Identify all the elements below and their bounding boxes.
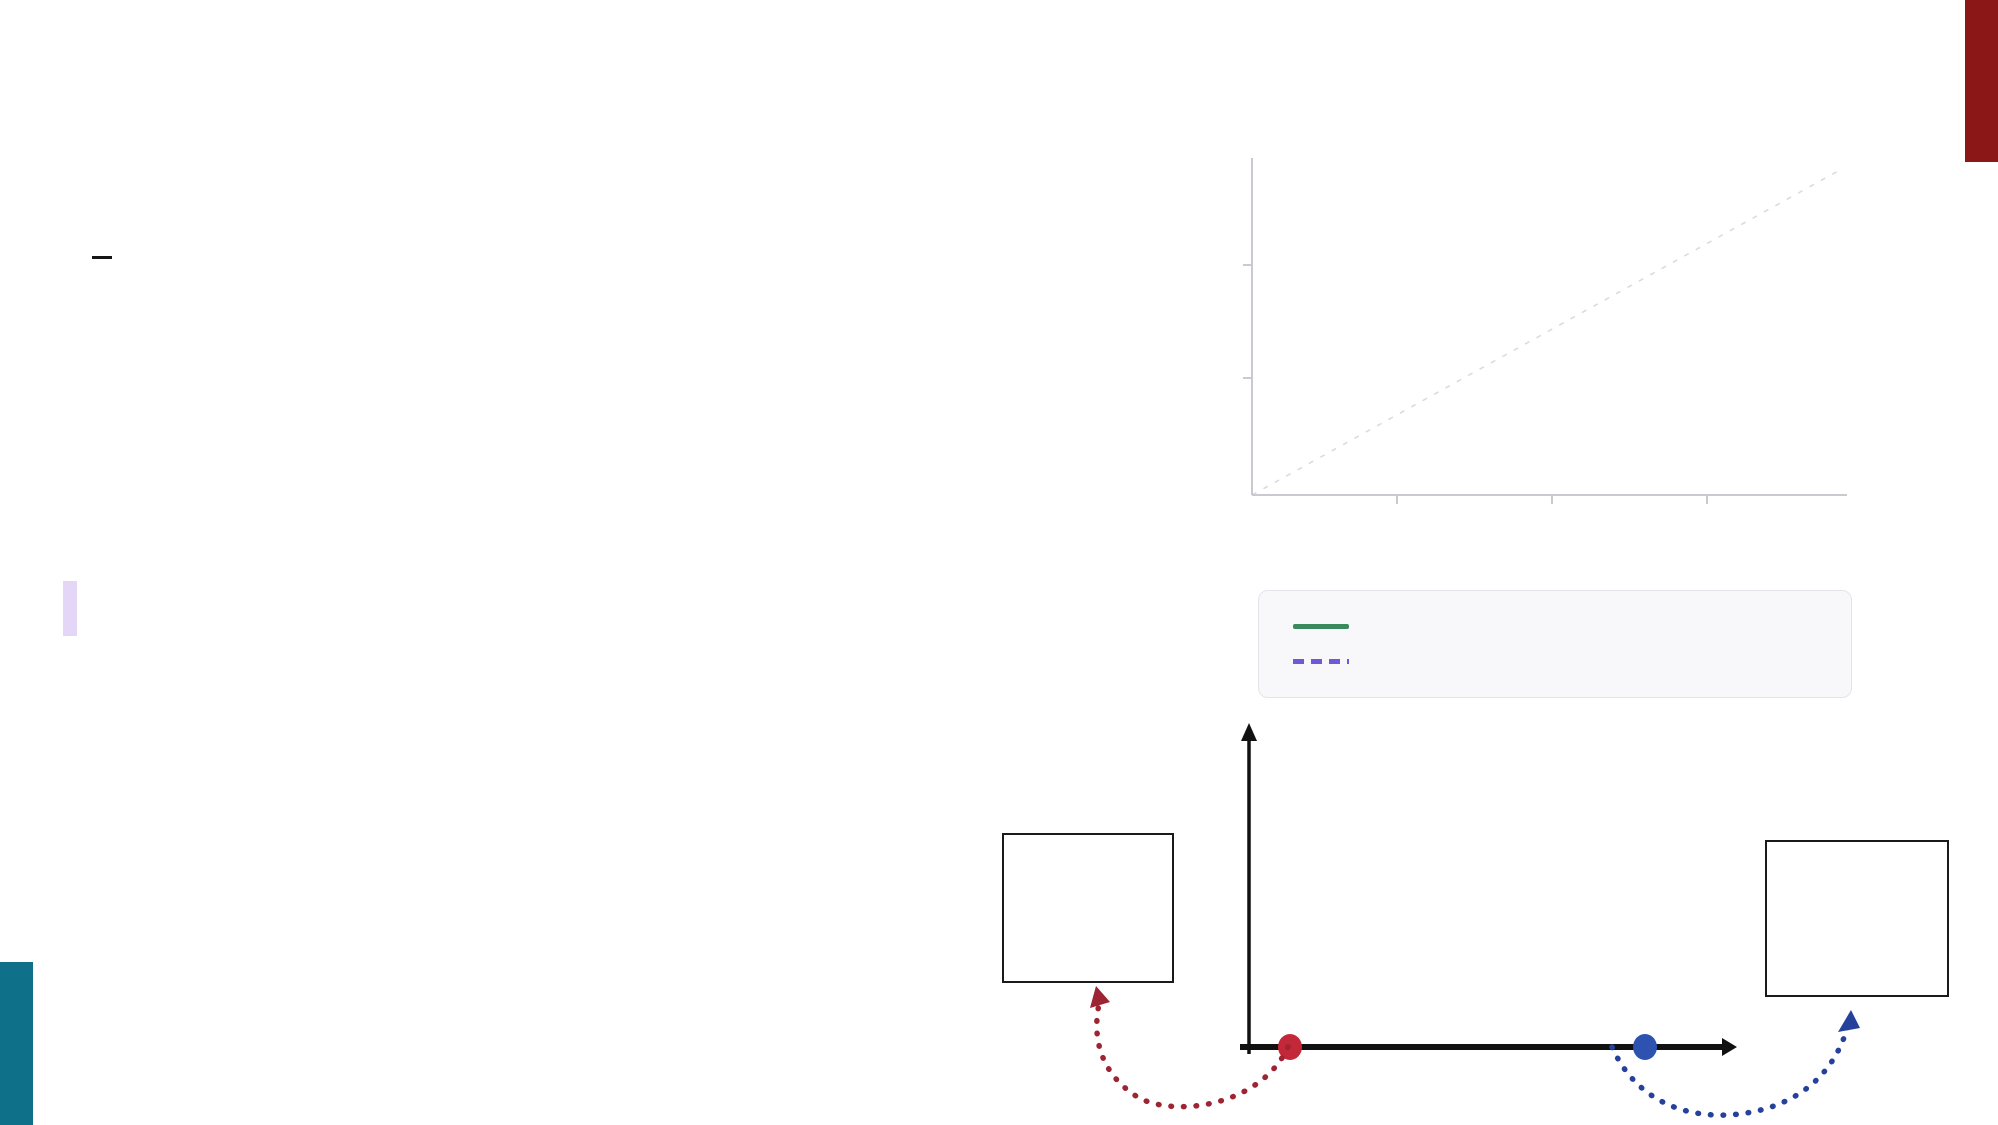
kl-formula-fraction — [92, 252, 112, 263]
type2-dotted-arrow — [1609, 1019, 1852, 1118]
diagonal-reference-line — [1251, 169, 1841, 496]
distribution-y-axis-label — [1199, 718, 1231, 1078]
text-distribution-chart — [1240, 723, 1737, 1060]
frontier-legend — [1258, 590, 1852, 698]
mauve-highlighted-term — [63, 581, 77, 636]
legend-row-weak-model — [1293, 658, 1851, 664]
axis-tick-marks — [1243, 264, 1708, 504]
type2-arrowhead-icon — [1838, 1010, 1860, 1032]
dashed-line-icon — [1293, 658, 1349, 664]
type1-dotted-arrow — [1094, 993, 1291, 1110]
type1-error-point — [1278, 1034, 1302, 1060]
corner-accent-red — [1965, 0, 1998, 162]
type1-arrowhead-icon — [1090, 986, 1110, 1008]
kl-divergence-formula — [58, 252, 126, 263]
solid-line-icon — [1293, 624, 1349, 630]
type2-error-point — [1633, 1034, 1657, 1060]
mauve-heading — [63, 581, 77, 636]
frontier-axes — [1251, 158, 1847, 496]
fraction-numerator — [92, 252, 112, 259]
y-axis-arrow-icon — [1241, 723, 1257, 741]
legend-row-good-model — [1293, 624, 1851, 630]
x-axis-arrow-icon — [1722, 1038, 1737, 1056]
fraction-denominator — [92, 259, 112, 263]
type2-error-box — [1765, 840, 1949, 997]
frontier-y-axis-label — [1139, 143, 1165, 503]
divergence-frontier-chart — [1243, 158, 1847, 504]
type1-error-box — [1002, 833, 1174, 983]
corner-accent-teal — [0, 962, 33, 1125]
